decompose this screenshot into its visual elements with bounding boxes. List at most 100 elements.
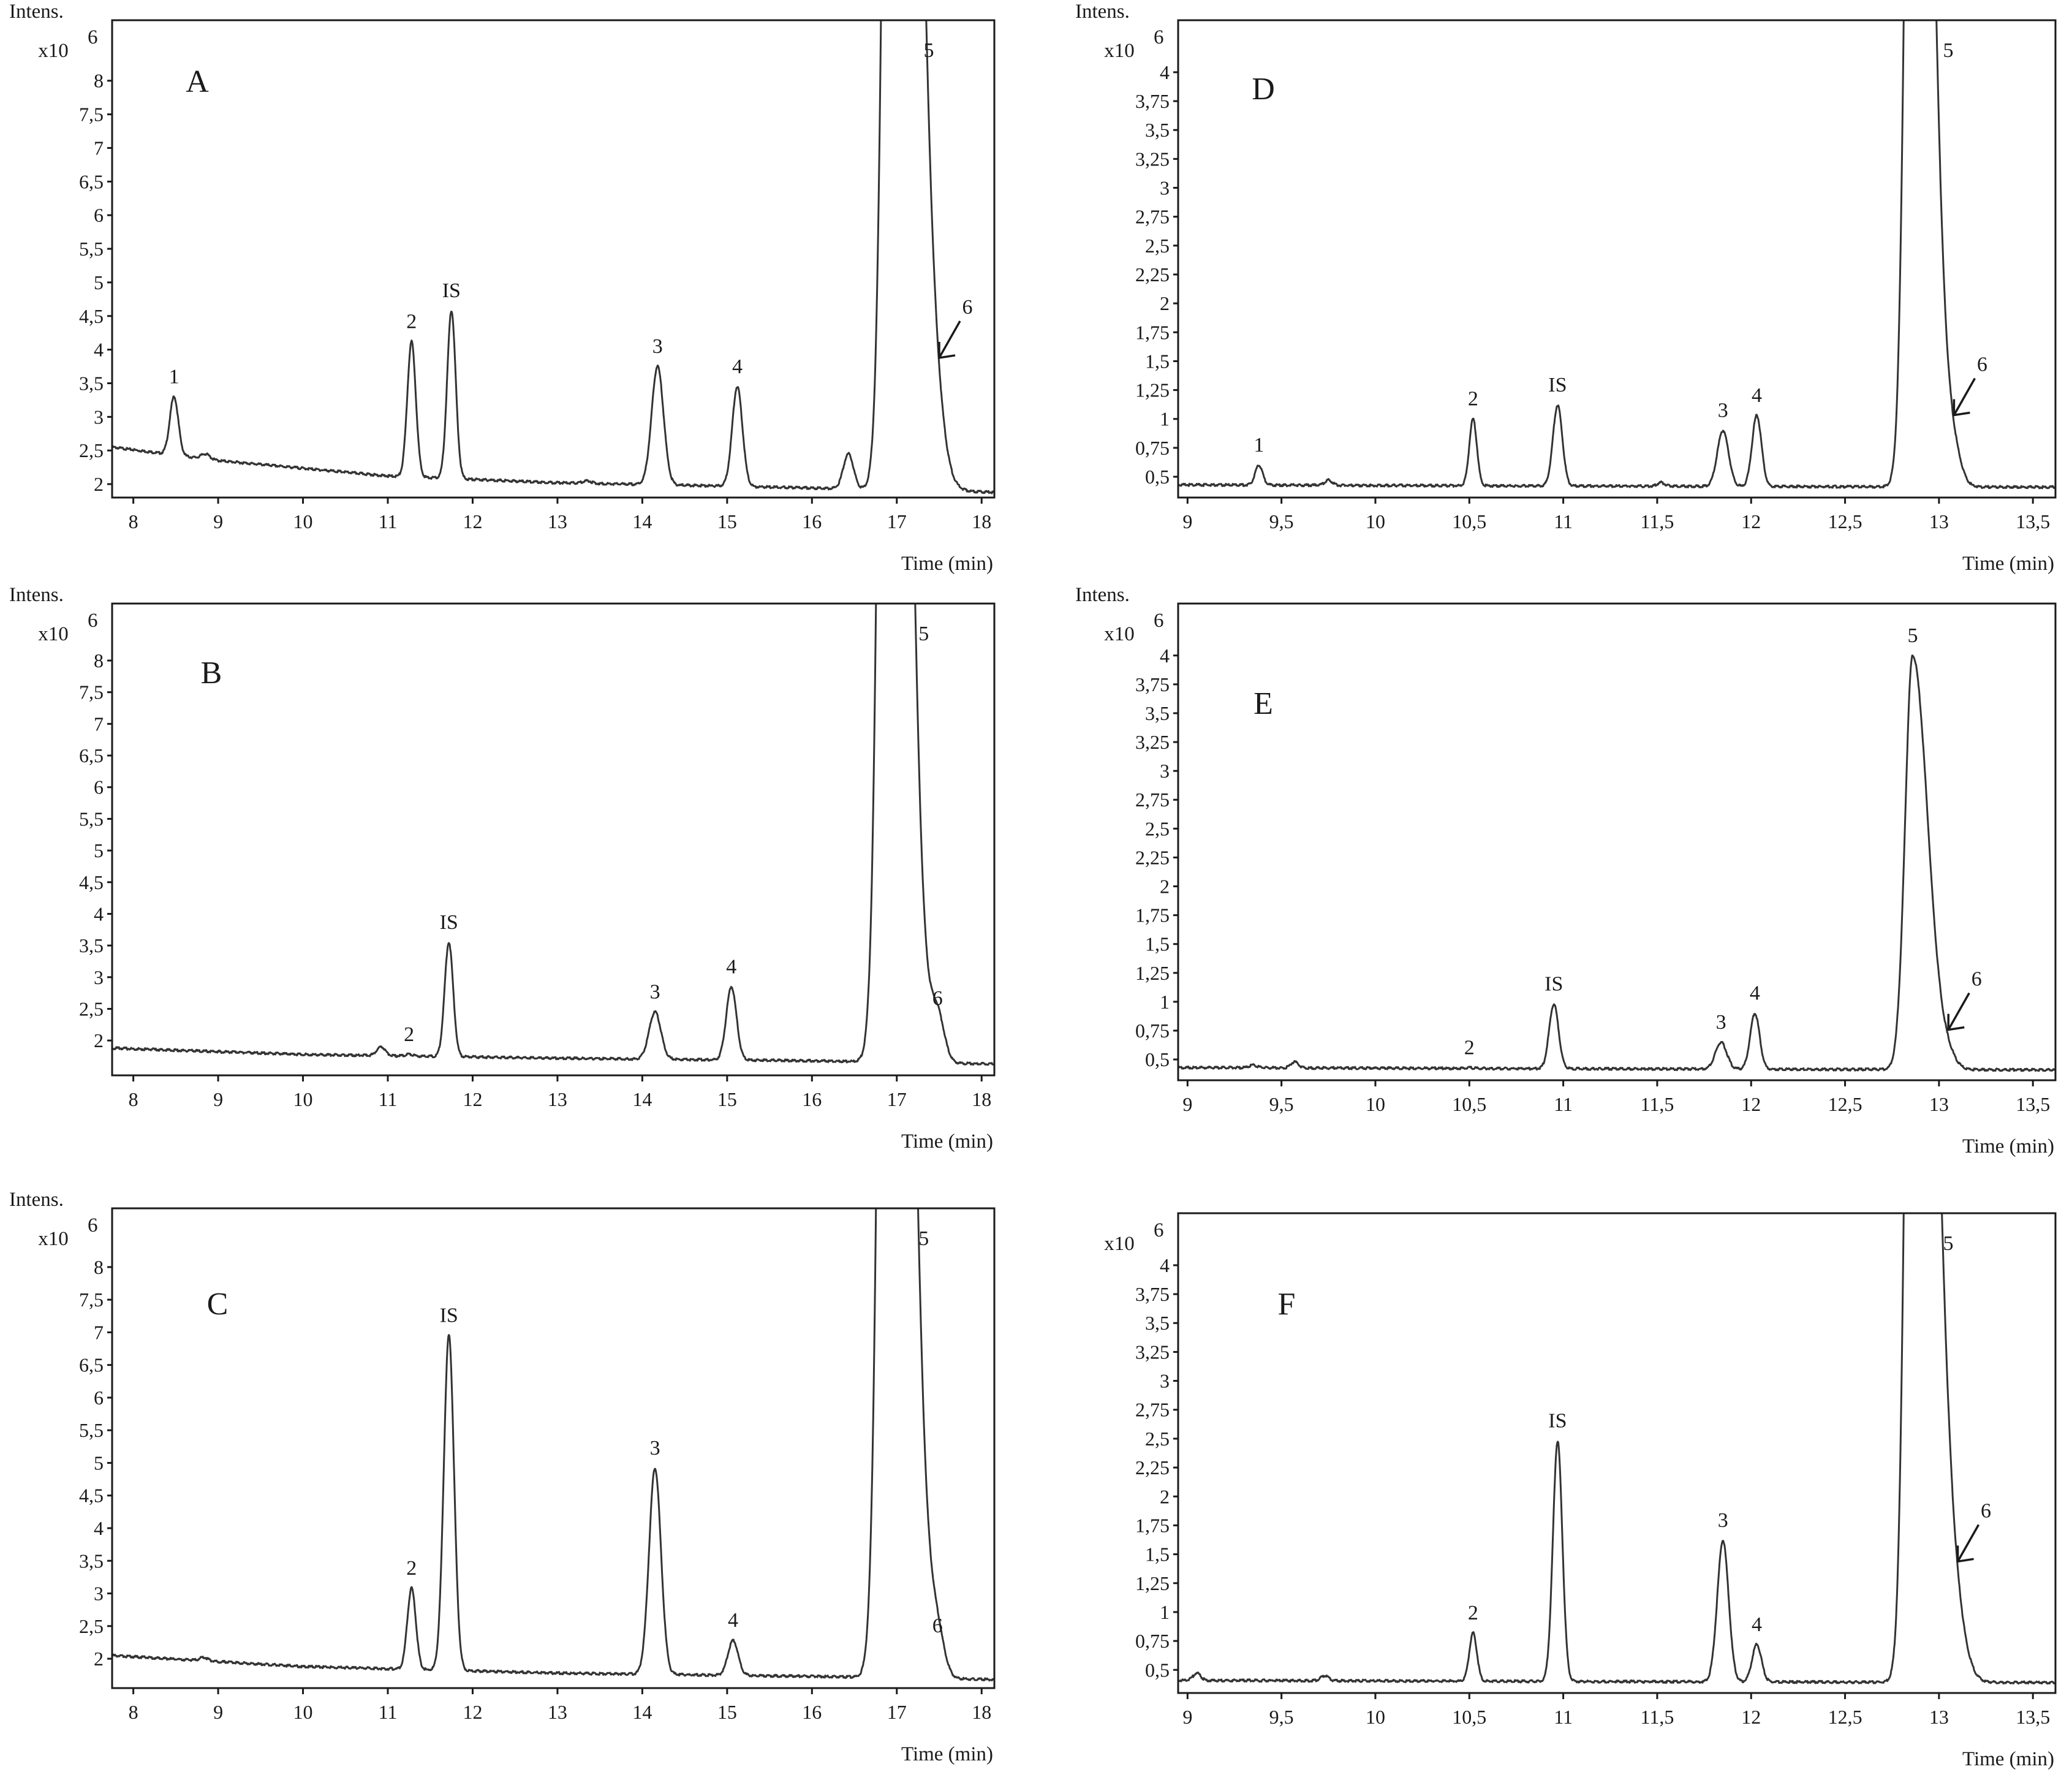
y-tick-label: 4,5: [79, 305, 104, 327]
x-tick-label: 17: [887, 1088, 907, 1110]
panel-e: 0,5 0,75 1 1,25 1,5 1,75 2 2,25 2,5 2,75 3 3,25 3,5 3…: [1075, 584, 2057, 1157]
y-tick-label: 3: [94, 406, 104, 428]
y-axis-label: Intens.: [1075, 1, 1130, 23]
y-tick-label: 5,5: [79, 238, 104, 260]
x-tick-label: 10,5: [1452, 1706, 1486, 1728]
peak-label: 6: [1972, 968, 1982, 991]
y-tick-label: 4: [1160, 645, 1170, 667]
y-tick-label: 0,75: [1135, 1630, 1170, 1652]
x-tick-label: 14: [632, 1088, 652, 1110]
x-tick-label: 11: [379, 1701, 398, 1723]
x-tick-label: 13: [1929, 1093, 1949, 1115]
plot-frame: [1177, 19, 2057, 499]
x-tick-label: 16: [802, 510, 822, 532]
chromatogram-trace: [112, 20, 994, 494]
panel-a: 22,533,544,555,566,577,588 9 10 11 12 13 14 15 1…: [9, 1, 996, 575]
x-tick-label: 15: [717, 1701, 737, 1723]
x-axis-label: Time (min): [901, 1130, 993, 1153]
peak-arrow: [1947, 992, 1970, 1031]
x-tick-label: 10: [293, 1088, 313, 1110]
y-tick-label: 2,5: [79, 998, 104, 1020]
y-tick-label: 3,5: [79, 372, 104, 394]
y-axis-label: Intens.: [1075, 584, 1130, 606]
y-tick-label: 6,5: [79, 170, 104, 192]
x-tick-label: 13: [548, 1701, 567, 1723]
y-tick-label: 2: [94, 1648, 104, 1670]
plot-frame: [111, 1207, 996, 1689]
y-tick-label: 1,5: [1145, 350, 1170, 372]
chromatogram-trace: [112, 604, 994, 1066]
peak-label: 2: [404, 1023, 414, 1046]
y-tick-label: 5: [94, 839, 104, 862]
y-tick-label: 4: [94, 1517, 104, 1539]
peak-label: 1: [169, 365, 180, 388]
y-tick-label: 6: [94, 776, 104, 798]
y-tick-label: 3,25: [1135, 1341, 1170, 1363]
panel-d: 0,5 0,75 1 1,25 1,5 1,75 2 2,25 2,5 2,75 3 3,25 3,5 3…: [1075, 1, 2057, 575]
y-axis-label: Intens.: [9, 1189, 64, 1211]
panel-letter: D: [1252, 72, 1275, 107]
panel-letter: B: [201, 656, 222, 691]
y-tick-label: 6: [94, 204, 104, 226]
y-tick-label: 7: [94, 1321, 104, 1343]
x-tick-label: 11: [1554, 1706, 1573, 1728]
y-tick-label: 3,25: [1135, 148, 1170, 170]
y-exponent: 6: [88, 26, 98, 48]
x-tick-label: 13: [548, 510, 567, 532]
plot-frame: [111, 602, 996, 1077]
x-tick-label: 13,5: [2016, 1706, 2050, 1728]
peak-label: 4: [1752, 384, 1762, 407]
y-exponent: 6: [88, 1214, 98, 1237]
y-tick-label: 5,5: [79, 1419, 104, 1441]
y-tick-label: 2,5: [1145, 817, 1170, 839]
y-tick-label: 1,25: [1135, 962, 1170, 984]
x-tick-label: 10: [1366, 1706, 1385, 1728]
x-tick-label: 11,5: [1641, 1706, 1674, 1728]
y-tick-label: 1,75: [1135, 321, 1170, 343]
y-multiplier: x10: [1104, 1233, 1135, 1255]
peak-label: 2: [406, 310, 417, 333]
y-tick-label: 2: [1160, 1485, 1170, 1507]
y-tick-label: 0,75: [1135, 1020, 1170, 1042]
y-tick-label: 5,5: [79, 808, 104, 830]
y-tick-label: 0,5: [1145, 1048, 1170, 1070]
panel-c: 2 2,5 3 3,5 4 4,5 5 5,5 6 6,5 7 7,5 8 8 9 10 11 12 13 14 15 1…: [9, 1189, 996, 1765]
y-tick-label: 3,75: [1135, 1283, 1170, 1305]
y-tick-label: 4,5: [79, 1485, 104, 1507]
x-tick-label: 10: [293, 510, 313, 532]
x-tick-label: 8: [129, 1088, 138, 1110]
y-multiplier: x10: [1104, 40, 1135, 62]
y-tick-label: 4: [94, 339, 104, 361]
peak-label: 3: [1718, 400, 1728, 422]
peak-label: IS: [1545, 973, 1563, 996]
y-multiplier: x10: [38, 1228, 69, 1250]
peak-label: 3: [650, 1437, 660, 1460]
x-axis-label: Time (min): [1962, 553, 2054, 575]
x-tick-label: 13: [1929, 1706, 1949, 1728]
x-tick-label: 13: [548, 1088, 567, 1110]
y-tick-label: 3,25: [1135, 731, 1170, 753]
x-tick-label: 12: [463, 1088, 482, 1110]
peak-label: 5: [924, 39, 934, 62]
y-multiplier: x10: [38, 623, 69, 645]
peak-label: 6: [1977, 353, 1987, 376]
x-tick-label: 17: [887, 510, 907, 532]
x-tick-label: 8: [129, 1701, 138, 1723]
y-tick-label: 2,5: [79, 439, 104, 461]
y-tick-label: 4: [1160, 61, 1170, 83]
x-tick-label: 14: [632, 510, 652, 532]
x-axis-label: Time (min): [901, 553, 993, 575]
y-tick-label: 3,5: [1145, 702, 1170, 724]
y-tick-label: 2,75: [1135, 206, 1170, 228]
y-tick-label: 3,5: [79, 1550, 104, 1572]
panel-letter: E: [1253, 686, 1273, 721]
x-tick-label: 14: [632, 1701, 652, 1723]
y-tick-label: 1,75: [1135, 1514, 1170, 1536]
peak-label: 3: [652, 335, 663, 358]
y-tick-label: 3: [1160, 176, 1170, 199]
y-tick-label: 5: [94, 271, 104, 294]
x-tick-label: 9: [1182, 1093, 1192, 1115]
x-tick-label: 9: [213, 1701, 223, 1723]
peak-label: 4: [728, 1609, 738, 1632]
y-tick-label: 2,75: [1135, 1399, 1170, 1421]
